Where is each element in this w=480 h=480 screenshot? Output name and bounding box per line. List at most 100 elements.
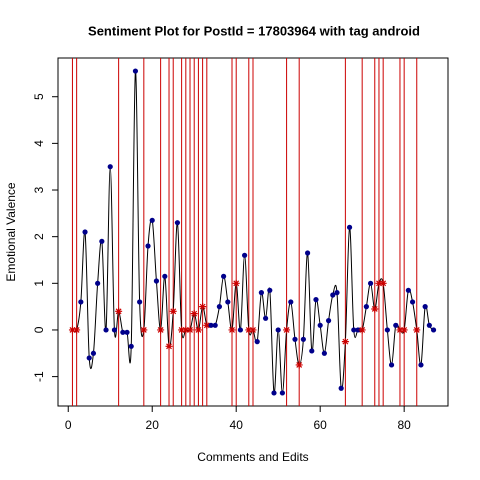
highlight-point <box>358 326 366 334</box>
data-point <box>86 355 92 361</box>
data-point <box>309 348 315 354</box>
x-axis-label: Comments and Edits <box>197 450 308 464</box>
data-point <box>132 68 139 74</box>
data-point <box>137 299 143 305</box>
highlight-point <box>375 279 383 287</box>
x-tick-label: 0 <box>65 418 72 432</box>
x-tick-label: 60 <box>314 418 328 432</box>
highlight-point <box>140 326 148 334</box>
data-point <box>338 385 344 391</box>
highlight-point <box>232 279 240 287</box>
data-point <box>346 224 353 230</box>
highlight-point <box>186 326 194 334</box>
x-tick-label: 40 <box>230 418 244 432</box>
highlight-point <box>245 326 253 334</box>
y-tick-label: 3 <box>32 186 46 193</box>
data-point <box>334 290 340 296</box>
data-point <box>267 287 273 293</box>
data-point <box>409 299 416 305</box>
data-point <box>237 327 244 333</box>
data-point <box>242 252 248 258</box>
data-point <box>262 315 269 321</box>
y-tick-label: 2 <box>32 233 46 240</box>
data-point <box>124 329 130 335</box>
data-point <box>95 280 101 286</box>
highlight-point <box>283 326 291 334</box>
highlight-point <box>73 326 81 334</box>
highlight-point <box>400 326 408 334</box>
data-point <box>426 322 432 328</box>
data-point <box>271 390 277 396</box>
data-point <box>330 292 336 298</box>
data-point <box>418 362 424 368</box>
data-point <box>325 318 332 324</box>
data-point <box>82 229 88 235</box>
data-point <box>279 390 285 396</box>
data-point <box>317 322 323 328</box>
highlight-point <box>249 326 257 334</box>
data-point <box>153 278 160 284</box>
series-line <box>72 70 434 394</box>
data-point <box>405 287 411 293</box>
highlight-point <box>295 361 303 369</box>
data-point <box>90 350 97 356</box>
data-point <box>384 327 390 333</box>
data-point <box>216 304 223 310</box>
data-point <box>300 336 306 342</box>
y-tick-label: 5 <box>32 93 46 100</box>
y-tick-label: 4 <box>32 140 46 147</box>
data-point <box>355 327 361 333</box>
data-point <box>149 217 155 223</box>
data-point <box>275 327 281 333</box>
data-point <box>145 243 151 249</box>
highlight-point <box>194 326 202 334</box>
highlight-point <box>169 307 177 315</box>
data-point <box>99 238 105 244</box>
x-tick-label: 80 <box>397 418 411 432</box>
data-point <box>174 220 181 226</box>
data-point <box>258 290 264 296</box>
data-point <box>111 327 118 333</box>
highlight-point <box>228 326 236 334</box>
y-tick-label: 0 <box>32 326 46 333</box>
data-point <box>313 297 319 303</box>
highlight-point <box>199 303 207 311</box>
data-point <box>292 336 298 342</box>
highlight-point <box>68 326 76 334</box>
highlight-point <box>115 307 123 315</box>
data-point <box>120 329 126 335</box>
highlight-point <box>371 305 379 313</box>
highlight-point <box>190 310 198 318</box>
data-point <box>351 327 357 333</box>
data-point <box>304 250 311 256</box>
data-point <box>103 327 109 333</box>
highlight-point <box>178 326 186 334</box>
data-point <box>162 273 168 279</box>
data-point <box>212 322 218 328</box>
data-point <box>430 327 437 333</box>
y-axis-label: Emotional Valence <box>4 182 18 281</box>
data-point <box>221 273 227 279</box>
data-point <box>393 322 399 328</box>
data-point <box>208 322 214 328</box>
data-point <box>107 164 113 170</box>
y-tick-label: -1 <box>32 371 46 382</box>
highlight-point <box>157 326 165 334</box>
data-point <box>363 304 369 310</box>
y-tick-label: 1 <box>32 280 46 287</box>
data-point <box>288 299 294 305</box>
highlight-point <box>203 321 211 329</box>
data-point <box>367 280 374 286</box>
data-point <box>128 343 134 349</box>
x-tick-label: 20 <box>146 418 160 432</box>
highlight-point <box>165 342 173 350</box>
highlight-point <box>341 338 349 346</box>
chart-title: Sentiment Plot for PostId = 17803964 wit… <box>88 23 420 38</box>
highlight-point <box>413 326 421 334</box>
data-point <box>388 362 395 368</box>
highlight-point <box>396 326 404 334</box>
data-point <box>225 299 231 305</box>
data-point <box>254 339 260 345</box>
data-point <box>422 304 428 310</box>
